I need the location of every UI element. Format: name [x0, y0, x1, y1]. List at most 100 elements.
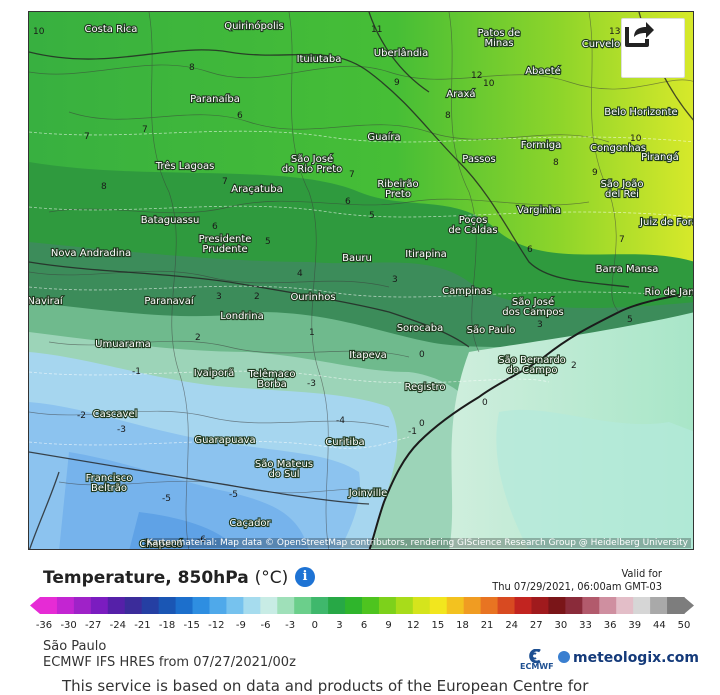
isotherm-label: 1: [309, 328, 315, 338]
valid-label: Valid for: [621, 567, 662, 580]
colorbar-segment: [56, 597, 75, 614]
city-label: Guarapuava: [194, 435, 255, 446]
isotherm-label: 7: [84, 132, 90, 142]
colorbar-tick-label: -27: [85, 620, 102, 631]
colorbar-tick-label: 39: [628, 620, 642, 631]
city-label: Paranaíba: [190, 93, 240, 105]
city-label: Naviraí: [29, 295, 64, 307]
colorbar-segment: [192, 597, 211, 614]
isotherm-label: 0: [482, 398, 488, 408]
city-label: Bataguassu: [141, 215, 200, 226]
city-label: Formiga: [521, 140, 561, 151]
city-label: Nova Andradina: [51, 248, 131, 259]
colorbar-segment: [667, 597, 685, 614]
colorbar-tick-label: -24: [109, 620, 127, 631]
region-name: São Paulo: [43, 639, 107, 654]
footer-notice: This service is based on data and produc…: [62, 677, 589, 695]
colorbar-segment: [412, 597, 431, 614]
isotherm-label: 6: [527, 245, 533, 255]
city-label: Umuarama: [95, 339, 151, 350]
colorbar-tick-label: 50: [677, 620, 691, 631]
colorbar-segment: [294, 597, 312, 614]
city-label: Araxá: [446, 88, 475, 100]
colorbar-tick-label: 18: [456, 620, 469, 631]
city-label: Curitiba: [325, 437, 364, 448]
colorbar-segment: [107, 597, 126, 614]
isotherm-label: 0: [419, 350, 425, 360]
city-label: Itapeva: [349, 350, 387, 361]
colorbar-max-arrow: [684, 597, 694, 614]
colorbar-segment: [548, 597, 566, 614]
model-run: ECMWF IFS HRES from 07/27/2021/00z: [43, 655, 296, 670]
colorbar-segment: [260, 597, 278, 614]
city-label: Caçador: [229, 518, 271, 529]
temperature-map[interactable]: 10 11 8 9 12 13 10 7 6 7 8 10 8 9 7 7 8 6 5 6 5 7 6 4 3 3 2 2 1 3 5 0 -1…: [28, 11, 694, 550]
colorbar-tick-label: 24: [505, 620, 519, 631]
colorbar-segment: [497, 597, 516, 614]
city-label: Abaeté: [525, 65, 561, 77]
share-button[interactable]: [621, 18, 685, 78]
isotherm-label: 10: [483, 79, 495, 89]
colorbar-segment: [514, 597, 533, 614]
ecmwf-logo[interactable]: ECMWF: [520, 648, 554, 672]
colorbar-segment: [616, 597, 634, 614]
isotherm-label: -1: [408, 427, 417, 437]
city-label: Três Lagoas: [155, 160, 215, 172]
colorbar-segment: [328, 597, 346, 614]
city-label: Telêmaco Borba: [248, 368, 296, 390]
isotherm-label: 8: [553, 158, 559, 168]
meteologix-logo[interactable]: meteologix.com: [558, 650, 699, 666]
colorbar-segment: [463, 597, 482, 614]
colorbar-tick-label: 12: [406, 620, 420, 631]
valid-time: Valid for Thu 07/29/2021, 06:00am GMT-03: [492, 567, 662, 593]
isotherm-label: -6: [197, 535, 206, 545]
isotherm-label: 8: [101, 182, 107, 192]
city-label: São José dos Campos: [502, 296, 563, 318]
isotherm-label: -1: [282, 370, 291, 380]
temperature-colorbar: [30, 597, 694, 614]
city-label: Poços de Caldas: [448, 215, 497, 236]
colorbar-tick-label: 30: [554, 620, 568, 631]
city-label: Belo Horizonte: [604, 107, 677, 118]
isotherm-label: 10: [33, 27, 45, 37]
isotherm-label: 10: [630, 134, 642, 144]
isotherm-label: -2: [277, 381, 286, 391]
isotherm-label: 2: [571, 361, 577, 371]
colorbar-segment: [395, 597, 414, 614]
isotherm-label: 0: [419, 419, 425, 429]
map-attribution[interactable]: Kartenmaterial: Map data © OpenStreetMap…: [143, 538, 691, 548]
city-label: Guaíra: [367, 131, 400, 143]
colorbar-segment: [650, 597, 668, 614]
city-label: Ourinhos: [290, 292, 335, 303]
isotherm-label: -3: [117, 425, 126, 435]
colorbar-min-arrow: [30, 597, 40, 614]
colorbar-segment: [582, 597, 600, 614]
city-label: Cascavel: [93, 409, 138, 420]
colorbar-tick-label: 3: [336, 620, 343, 631]
legend-title: Temperature, 850hPa (°C): [43, 568, 288, 588]
isotherm-label: 4: [297, 269, 303, 279]
isotherm-label: 3: [537, 320, 543, 330]
legend-unit: (°C): [254, 568, 289, 588]
isotherm-label: 3: [216, 292, 222, 302]
colorbar-tick-label: 44: [653, 620, 666, 631]
colorbar-segment: [565, 597, 583, 614]
colorbar-tick-label: -21: [134, 620, 151, 631]
city-label: Passos: [462, 154, 495, 165]
colorbar-segment: [480, 597, 499, 614]
isotherm-label: 5: [627, 315, 633, 325]
isotherm-label: 8: [445, 111, 451, 121]
city-label: Ivaiporã: [194, 368, 234, 379]
colorbar-tick-label: -3: [285, 620, 296, 631]
city-label: Londrina: [220, 311, 264, 322]
isotherm-label: 13: [609, 27, 620, 37]
isotherm-label: -4: [336, 416, 345, 426]
colorbar-tick-label: 15: [431, 620, 445, 631]
city-label: Ribeirão Preto: [377, 179, 418, 200]
city-label: São José do Rio Preto: [282, 153, 343, 175]
info-icon[interactable]: i: [295, 567, 315, 587]
colorbar-tick-label: -6: [260, 620, 271, 631]
city-label: Patos de Minas: [478, 28, 521, 49]
colorbar-tick-label: 21: [480, 620, 494, 631]
legend-title-text: Temperature, 850hPa: [43, 568, 249, 588]
